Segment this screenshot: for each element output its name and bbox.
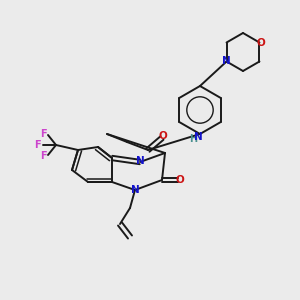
- Text: N: N: [130, 185, 140, 195]
- Text: H: H: [189, 134, 197, 144]
- Text: O: O: [256, 38, 265, 47]
- Text: O: O: [159, 131, 167, 141]
- Text: F: F: [40, 129, 47, 139]
- Text: F: F: [34, 140, 41, 150]
- Text: N: N: [194, 132, 202, 142]
- Text: F: F: [40, 151, 47, 161]
- Text: N: N: [222, 56, 231, 67]
- Text: O: O: [176, 175, 184, 185]
- Text: N: N: [136, 156, 144, 166]
